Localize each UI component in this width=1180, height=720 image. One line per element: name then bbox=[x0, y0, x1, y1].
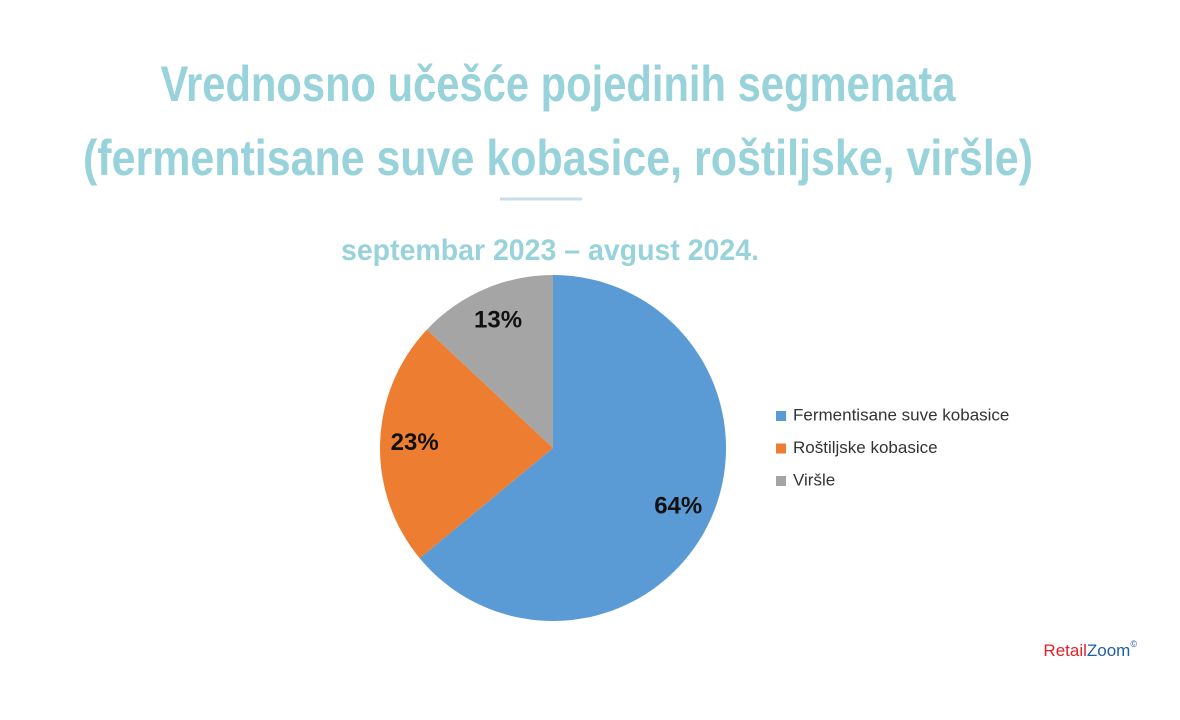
legend-swatch bbox=[776, 476, 786, 486]
data-label: 23% bbox=[391, 429, 439, 456]
chart-subtitle: septembar 2023 – avgust 2024. bbox=[341, 234, 759, 267]
chart-title: Vrednosno učešće pojedinih segmenata bbox=[161, 56, 957, 112]
legend-label: Fermentisane suve kobasice bbox=[793, 405, 1009, 424]
logo-retail: Retail bbox=[1043, 641, 1086, 660]
chart-title: (fermentisane suve kobasice, roštiljske,… bbox=[83, 130, 1033, 186]
legend-swatch bbox=[776, 411, 786, 421]
logo-symbol: © bbox=[1130, 639, 1137, 649]
logo-zoom: Zoom bbox=[1087, 641, 1130, 660]
legend-label: Viršle bbox=[793, 470, 835, 489]
legend-swatch bbox=[776, 443, 786, 454]
logo: RetailZoom© bbox=[1043, 639, 1137, 660]
pie-slice bbox=[426, 275, 553, 448]
legend-label: Roštiljske kobasice bbox=[793, 438, 938, 457]
data-label: 13% bbox=[474, 306, 522, 333]
data-label: 64% bbox=[654, 492, 702, 519]
pie-slice bbox=[419, 275, 726, 621]
pie-slice bbox=[380, 329, 553, 559]
